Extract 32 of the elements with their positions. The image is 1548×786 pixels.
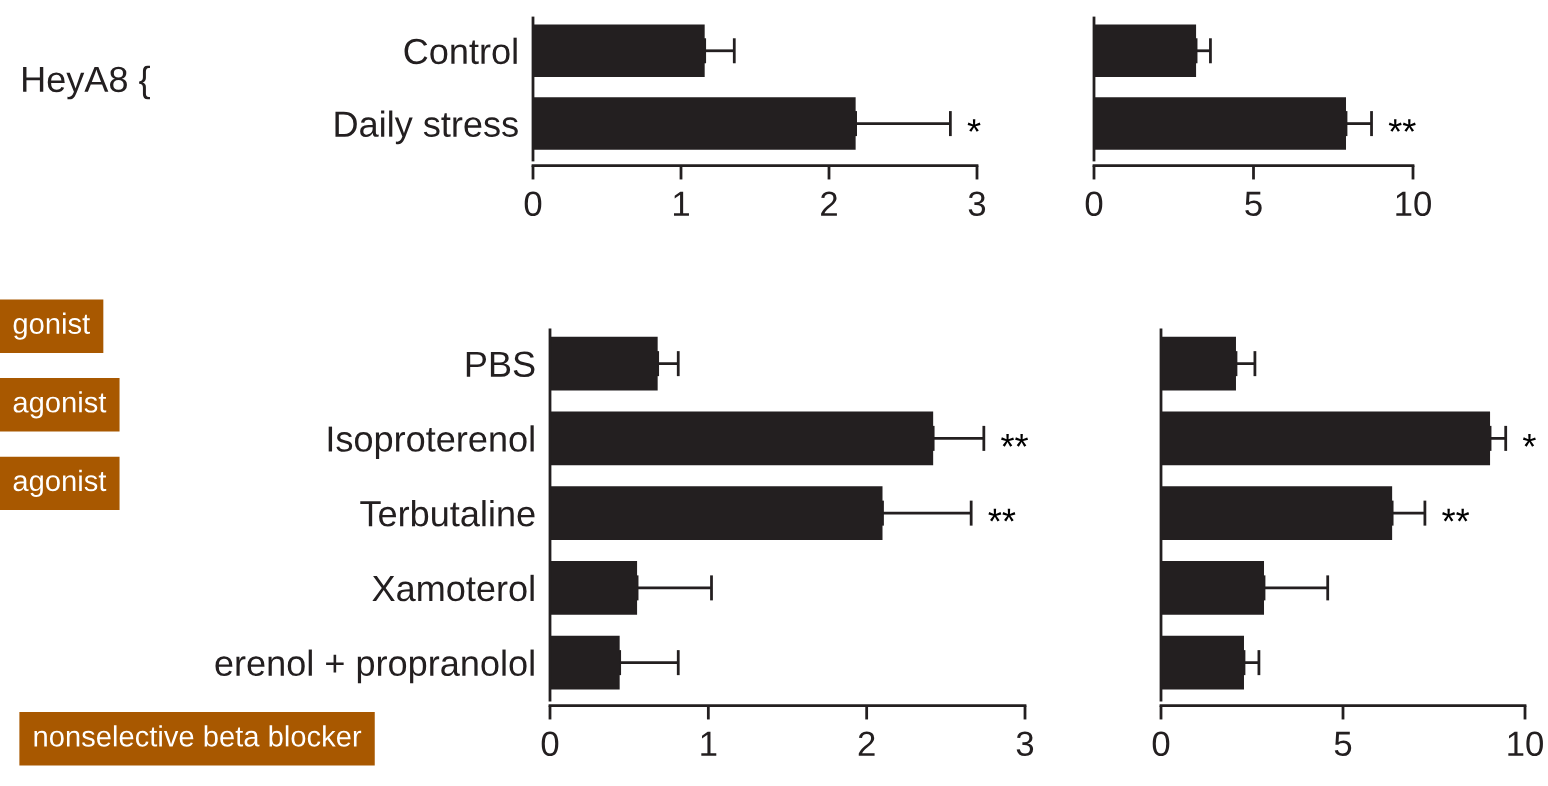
y-tick-label: Isoproterenol <box>328 425 534 459</box>
text: agonist <box>13 391 107 419</box>
x-tick-label: 0 <box>1085 191 1103 217</box>
text: gonist <box>13 312 90 340</box>
x-tick-label: 0 <box>1152 731 1170 757</box>
data-label: ** <box>1001 433 1029 447</box>
y-tick-label: erenol + propranolol <box>215 649 534 684</box>
x-tick-label: 5 <box>1334 731 1352 757</box>
x-tick-label: 10 <box>1396 191 1431 217</box>
data-label: * <box>1522 433 1536 447</box>
x-tick-label: 5 <box>1245 191 1262 217</box>
text: agonist <box>13 469 107 497</box>
x-tick-label: 1 <box>701 731 717 756</box>
data-label: ** <box>1442 508 1470 522</box>
x-tick-label: 10 <box>1508 731 1543 757</box>
data-label: ** <box>988 508 1016 522</box>
x-tick-label: 2 <box>858 731 875 756</box>
x-tick-label: 0 <box>541 731 559 757</box>
y-tick-label: Terbutaline <box>360 500 535 527</box>
data-label: ** <box>1388 119 1416 132</box>
y-tick-label: PBS <box>466 351 535 378</box>
y-tick-label: Xamoterol <box>372 574 534 602</box>
x-tick-label: 0 <box>524 191 542 217</box>
x-tick-label: 3 <box>968 191 986 217</box>
data-label: * <box>967 119 981 132</box>
text: nonselective beta blocker <box>34 725 362 747</box>
x-tick-label: 3 <box>1016 731 1034 757</box>
x-tick-label: 2 <box>821 191 837 216</box>
y-tick-label: Daily stress <box>335 110 518 145</box>
text: HeyA8 { <box>23 65 150 100</box>
x-tick-label: 1 <box>673 191 689 216</box>
y-tick-label: Control <box>404 37 517 65</box>
